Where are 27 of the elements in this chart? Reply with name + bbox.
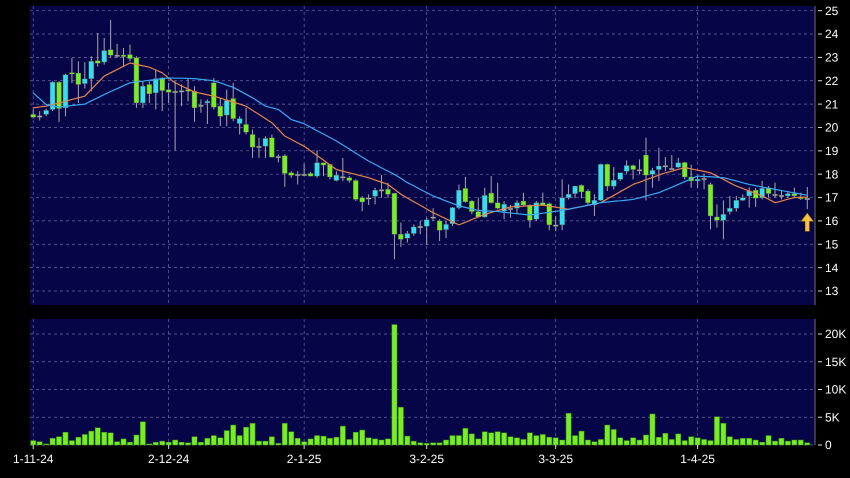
- candlestick: [430, 208, 436, 222]
- y-tick-label: 21: [825, 97, 839, 112]
- x-tick-label: 1-4-25: [680, 452, 716, 466]
- y-tick-label: 17: [825, 190, 839, 205]
- y-tick-label: 13: [825, 284, 839, 298]
- y-tick-label: 14: [825, 260, 839, 275]
- y-tick-label: 15K: [825, 354, 846, 369]
- y-tick-label: 20: [825, 120, 839, 135]
- y-tick-label: 15: [825, 237, 839, 252]
- y-tick-label: 22: [825, 74, 839, 88]
- y-tick-label: 19: [825, 144, 839, 158]
- candlestick: [243, 107, 249, 135]
- y-tick-label: 0: [825, 438, 832, 452]
- y-tick-label: 25: [825, 4, 839, 18]
- y-tick-label: 5K: [825, 410, 840, 424]
- y-tick-label: 23: [825, 50, 839, 65]
- x-tick-label: 3-2-25: [409, 452, 444, 466]
- y-tick-label: 20K: [825, 327, 846, 342]
- y-tick-label: 16: [825, 214, 839, 228]
- x-tick-label: 2-1-25: [286, 452, 322, 466]
- x-tick-label: 3-3-25: [538, 452, 574, 466]
- y-tick-label: 18: [825, 167, 839, 182]
- y-tick-label: 10K: [825, 382, 846, 397]
- candlestick: [669, 154, 674, 170]
- x-tick-label: 1-11-24: [12, 452, 54, 466]
- x-tick-label: 2-12-24: [148, 452, 190, 466]
- y-tick-label: 24: [825, 27, 839, 42]
